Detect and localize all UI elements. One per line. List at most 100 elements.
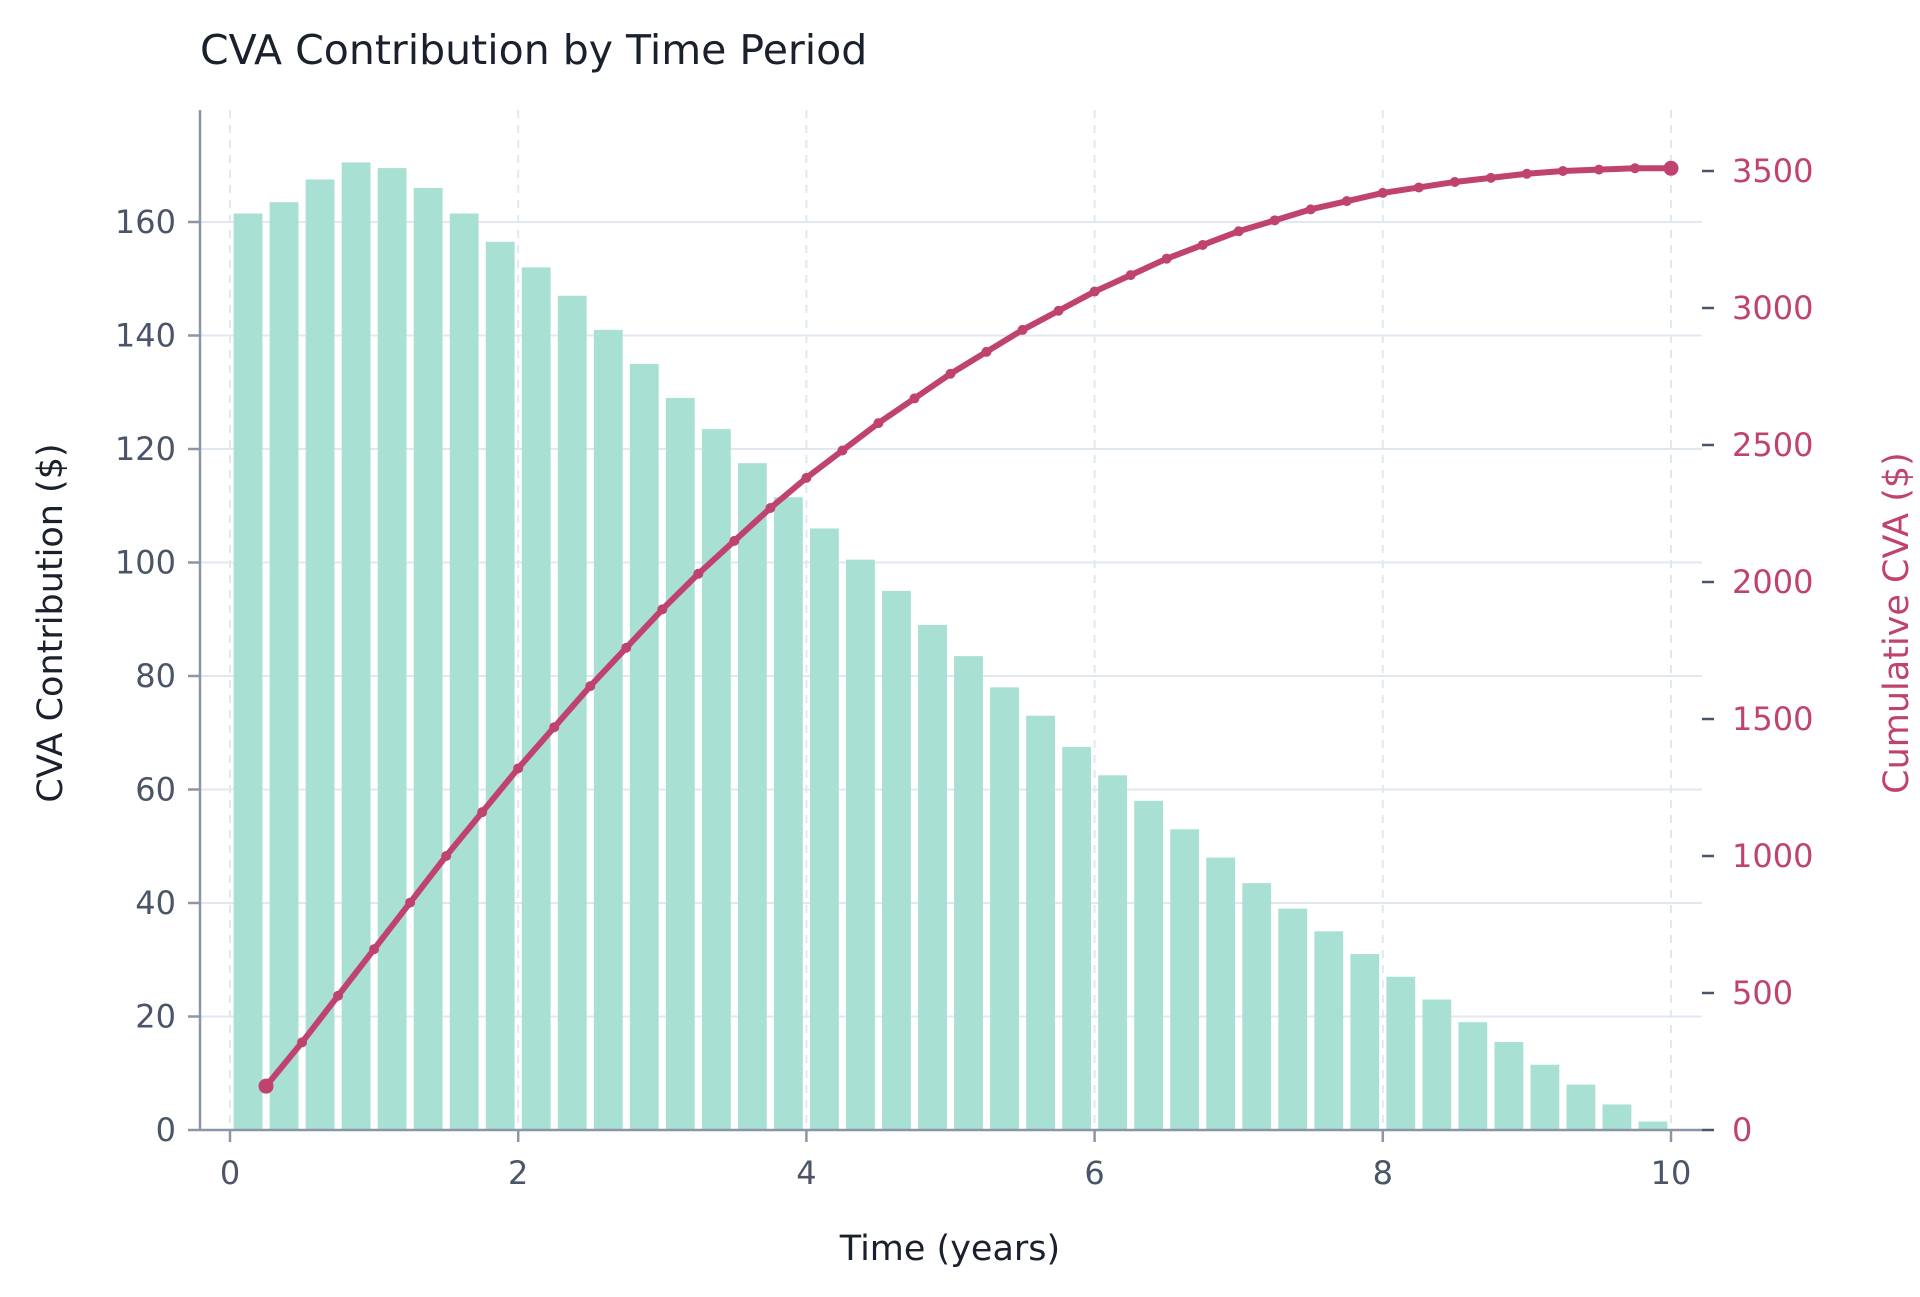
line-point	[1629, 163, 1640, 174]
line-point	[1089, 286, 1100, 297]
line-point	[405, 897, 416, 908]
bar	[846, 559, 875, 1130]
line-point	[585, 681, 596, 692]
y-tick-label-right: 2500	[1732, 426, 1813, 464]
line-point	[1521, 168, 1532, 179]
x-tick-label: 0	[220, 1154, 240, 1192]
bar	[1386, 976, 1416, 1130]
line-point	[801, 472, 812, 483]
line-point	[1233, 226, 1244, 237]
bar	[557, 295, 587, 1130]
y-tick-label-left: 120	[115, 430, 176, 468]
line-point	[513, 763, 524, 774]
y-tick-label-left: 160	[115, 203, 176, 241]
line-point	[333, 990, 344, 1001]
line-point	[945, 368, 956, 379]
bar	[990, 687, 1019, 1130]
y-tick-label-right: 2000	[1732, 563, 1813, 601]
line-point	[1053, 305, 1064, 316]
bar-series	[233, 162, 1668, 1131]
line-point	[1663, 160, 1679, 176]
y-tick-label-left: 60	[135, 771, 176, 809]
axes	[188, 110, 1714, 1142]
line-point	[873, 418, 884, 429]
line-point	[1557, 166, 1568, 176]
line-point	[1413, 182, 1424, 193]
bar	[1530, 1064, 1560, 1130]
bar	[1494, 1042, 1524, 1130]
line-point	[837, 445, 848, 456]
line-point	[1377, 187, 1388, 198]
bar	[1170, 829, 1200, 1130]
line-point	[1305, 204, 1316, 215]
line-point	[441, 851, 452, 861]
bar	[629, 363, 659, 1130]
bar	[1278, 908, 1308, 1130]
y-tick-label-left: 0	[156, 1111, 176, 1149]
bar	[810, 528, 839, 1130]
line-point	[1449, 176, 1460, 187]
bar	[1314, 931, 1344, 1130]
y-tick-label-right: 1500	[1732, 700, 1813, 738]
bar	[882, 590, 911, 1130]
bar	[665, 397, 695, 1130]
bar	[521, 267, 551, 1130]
y-tick-label-right: 0	[1732, 1111, 1752, 1149]
line-point	[1341, 196, 1352, 207]
y-axis-label-left: CVA Contribution ($)	[31, 443, 71, 802]
x-tick-label: 6	[1084, 1154, 1104, 1192]
bar	[1566, 1084, 1596, 1130]
y-tick-label-left: 140	[115, 317, 176, 355]
bar	[449, 213, 479, 1131]
y-tick-label-left: 20	[135, 998, 176, 1036]
bar	[1206, 857, 1236, 1130]
y-tick-label-right: 3000	[1732, 289, 1813, 327]
line-point	[765, 503, 776, 514]
line-point	[1197, 239, 1208, 250]
x-tick-label: 4	[796, 1154, 816, 1192]
line-point	[1485, 172, 1496, 183]
x-axis-label: Time (years)	[839, 1229, 1060, 1269]
y-tick-label-right: 3500	[1732, 152, 1813, 190]
y-tick-label-right: 500	[1732, 974, 1793, 1012]
line-series	[258, 160, 1679, 1094]
x-tick-label: 8	[1373, 1154, 1393, 1192]
bar	[1098, 775, 1128, 1130]
y-tick-label-left: 40	[135, 884, 176, 922]
bar	[1350, 954, 1380, 1130]
line-point	[1269, 215, 1280, 226]
chart-title: CVA Contribution by Time Period	[200, 26, 867, 74]
line-point	[657, 604, 668, 615]
bar	[1134, 800, 1164, 1130]
bar	[1242, 883, 1272, 1130]
bar	[1026, 715, 1055, 1130]
line-point	[258, 1078, 274, 1094]
line-point	[1593, 164, 1604, 175]
line-point	[909, 393, 920, 404]
bar	[1062, 746, 1091, 1130]
line-point	[1161, 253, 1172, 264]
cumulative-line	[263, 165, 1674, 1090]
bar	[737, 463, 767, 1130]
line-point	[693, 568, 704, 579]
bar	[413, 187, 443, 1130]
line-point	[621, 642, 632, 653]
line-point	[1017, 324, 1028, 335]
y-tick-label-left: 80	[135, 657, 176, 695]
bar	[593, 329, 623, 1130]
bar	[918, 624, 947, 1130]
bar	[1422, 999, 1452, 1130]
line-point	[981, 346, 992, 357]
bar	[485, 241, 515, 1131]
bar	[1602, 1104, 1632, 1130]
bar	[377, 168, 407, 1130]
bar	[1638, 1121, 1668, 1130]
y-axis-label-right: Cumulative CVA ($)	[1877, 452, 1917, 794]
bar	[269, 202, 299, 1130]
line-point	[297, 1037, 308, 1048]
bar	[305, 179, 335, 1130]
line-point	[1125, 270, 1136, 281]
